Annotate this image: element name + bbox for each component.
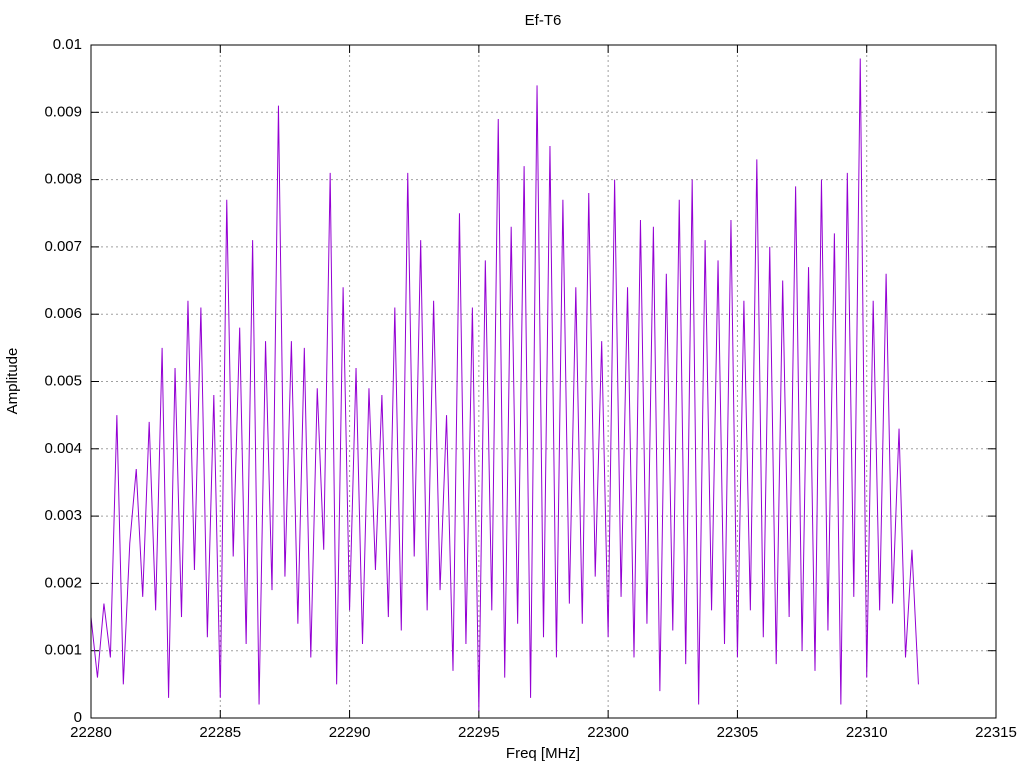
y-tick-label: 0.01: [53, 36, 82, 53]
chart-title: Ef-T6: [525, 12, 562, 29]
y-tick-label: 0.007: [44, 238, 82, 255]
y-tick-label: 0.005: [44, 372, 82, 389]
y-tick-label: 0.002: [44, 574, 82, 591]
y-tick-label: 0.006: [44, 305, 82, 322]
x-tick-label: 22300: [587, 724, 629, 741]
x-tick-label: 22280: [70, 724, 112, 741]
x-tick-label: 22290: [329, 724, 371, 741]
y-tick-label: 0.003: [44, 507, 82, 524]
x-tick-label: 22285: [199, 724, 241, 741]
plot-border: [90, 44, 997, 719]
x-tick-label: 22295: [458, 724, 500, 741]
x-tick-label: 22310: [846, 724, 888, 741]
data-line: [90, 58, 919, 712]
x-axis-label: Freq [MHz]: [506, 745, 580, 762]
y-tick-label: 0: [74, 709, 82, 726]
y-tick-label: 0.004: [44, 440, 82, 457]
y-tick-label: 0.001: [44, 642, 82, 659]
x-tick-label: 22315: [975, 724, 1017, 741]
x-tick-label: 22305: [717, 724, 759, 741]
y-tick-label: 0.008: [44, 171, 82, 188]
y-axis-label: Amplitude: [4, 348, 21, 415]
y-tick-label: 0.009: [44, 103, 82, 120]
